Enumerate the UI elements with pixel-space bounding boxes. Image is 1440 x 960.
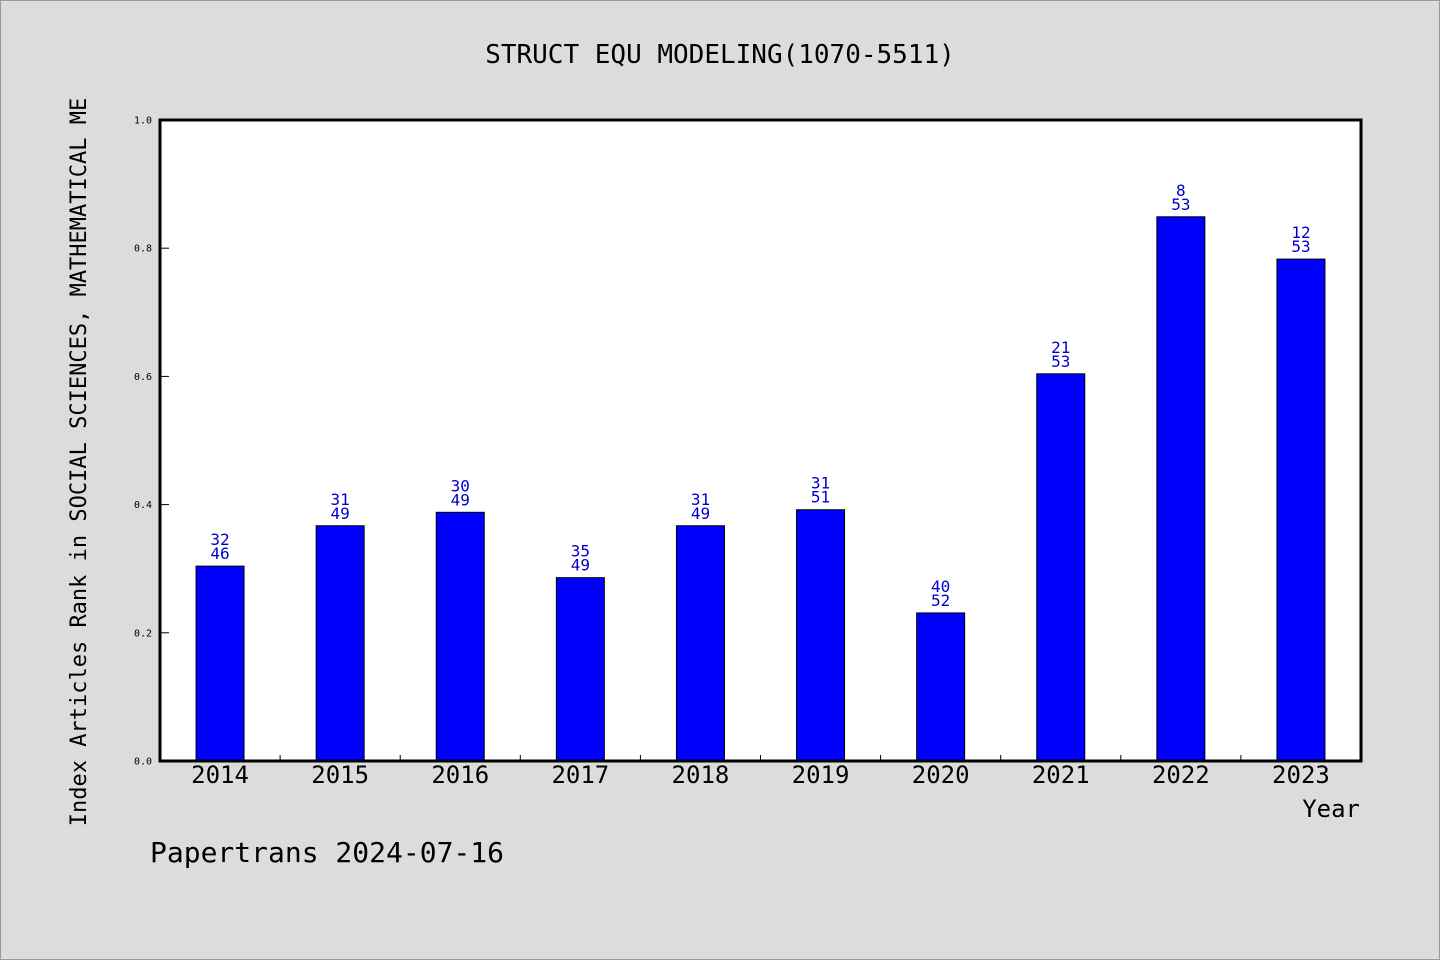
bar [315,525,365,762]
bar-rank-label: 32 [210,530,229,549]
bar-total-label: 49 [691,504,710,523]
bar [1036,373,1086,762]
y-axis-label: Index Articles Rank in SOCIAL SCIENCES, … [67,98,92,826]
x-tick-label: 2015 [311,761,369,789]
x-tick-labels: 2014 2015 2016 2017 2018 2019 2020 2021 2022 2023 [191,761,1330,789]
x-tick-label: 2022 [1152,761,1210,789]
bar [435,511,485,762]
x-tick-label: 2018 [672,761,730,789]
bar-total-label: 52 [931,591,950,610]
bar-total-label: 46 [210,544,229,563]
x-tick-label: 2016 [431,761,489,789]
x-axis-label: Year [1302,795,1360,823]
chart-title: STRUCT EQU MODELING(1070-5511) [485,40,955,70]
x-tick-label: 2019 [792,761,850,789]
x-tick-label: 2021 [1032,761,1090,789]
bar-rank-label: 31 [811,474,830,493]
y-tick-label: 0.6 [134,372,152,383]
footer-credit: Papertrans 2024-07-16 [150,836,504,869]
bar-total-label: 49 [451,490,470,509]
bar [675,525,725,762]
x-tick-label: 2014 [191,761,249,789]
bar-rank-label: 30 [451,476,470,495]
bar [916,612,966,762]
x-tick-label: 2017 [551,761,609,789]
bar-rank-label: 8 [1176,181,1186,200]
y-tick-labels: 0.0 0.2 0.4 0.6 0.8 1.0 [134,116,152,768]
y-tick-label: 0.4 [134,500,152,511]
bar-rank-label: 31 [691,490,710,509]
bar [796,509,846,762]
bar-rank-label: 31 [331,490,350,509]
bar-total-label: 49 [571,556,590,575]
bar [1276,258,1326,762]
y-tick-label: 0.8 [134,244,152,255]
y-tick-label: 0.2 [134,628,152,639]
x-tick-label: 2020 [912,761,970,789]
bar-rank-label: 21 [1051,338,1070,357]
x-tick-label: 2023 [1272,761,1330,789]
bar-total-label: 53 [1171,195,1190,214]
bar [195,565,245,762]
bar-rank-label: 40 [931,577,950,596]
bar-total-label: 53 [1291,237,1310,256]
bar [1156,216,1206,762]
bar-rank-label: 12 [1291,223,1310,242]
bar-rank-label: 35 [571,542,590,561]
y-tick-label: 0.0 [134,757,152,768]
bar-total-label: 49 [331,504,350,523]
bar-total-label: 51 [811,488,830,507]
bar [555,577,605,762]
y-tick-label: 1.0 [134,116,152,127]
bar-total-label: 53 [1051,352,1070,371]
plot-frame [158,118,1363,763]
